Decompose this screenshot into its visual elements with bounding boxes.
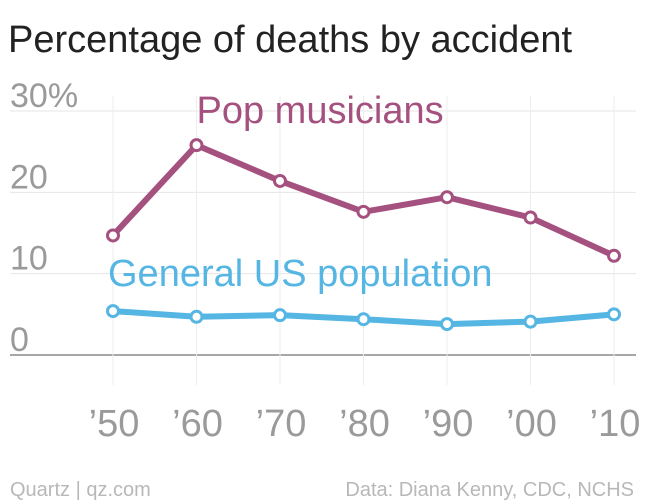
- x-axis-ticks: ’50 ’60 ’70 ’80 ’90 ’00 ’10: [89, 403, 641, 445]
- data-point: [273, 173, 287, 188]
- y-tick-label: 30%: [10, 77, 78, 115]
- y-tick-label: 0: [10, 321, 29, 359]
- data-point: [356, 204, 371, 219]
- data-point: [607, 248, 621, 263]
- data-point: [440, 190, 454, 205]
- data-point: [106, 228, 120, 243]
- data-point: [607, 307, 621, 322]
- x-tick-label: ’10: [590, 403, 641, 445]
- data-point: [189, 138, 204, 153]
- data-point: [273, 308, 287, 323]
- chart-title: Percentage of deaths by accident: [8, 19, 572, 61]
- footer-source-right: Data: Diana Kenny, CDC, NCHS: [345, 479, 634, 501]
- data-point: [523, 210, 538, 225]
- data-point: [106, 304, 120, 319]
- gridlines: [10, 96, 636, 385]
- y-axis-ticks: 0 10 20 30%: [10, 77, 78, 359]
- data-point: [356, 312, 371, 327]
- data-point: [523, 314, 538, 329]
- data-point: [440, 317, 454, 332]
- series-label: Pop musicians: [197, 90, 444, 132]
- footer-source-left: Quartz | qz.com: [10, 479, 151, 501]
- y-tick-label: 10: [10, 240, 48, 278]
- x-tick-label: ’90: [423, 403, 474, 445]
- x-tick-label: ’00: [506, 403, 557, 445]
- x-tick-label: ’70: [256, 403, 307, 445]
- y-tick-label: 20: [10, 158, 48, 196]
- series-label: General US population: [108, 253, 492, 295]
- series-layer: Pop musicians General US population: [106, 90, 621, 332]
- x-tick-label: ’50: [89, 403, 140, 445]
- data-point: [189, 309, 204, 324]
- x-tick-label: ’80: [339, 403, 390, 445]
- x-tick-label: ’60: [172, 403, 223, 445]
